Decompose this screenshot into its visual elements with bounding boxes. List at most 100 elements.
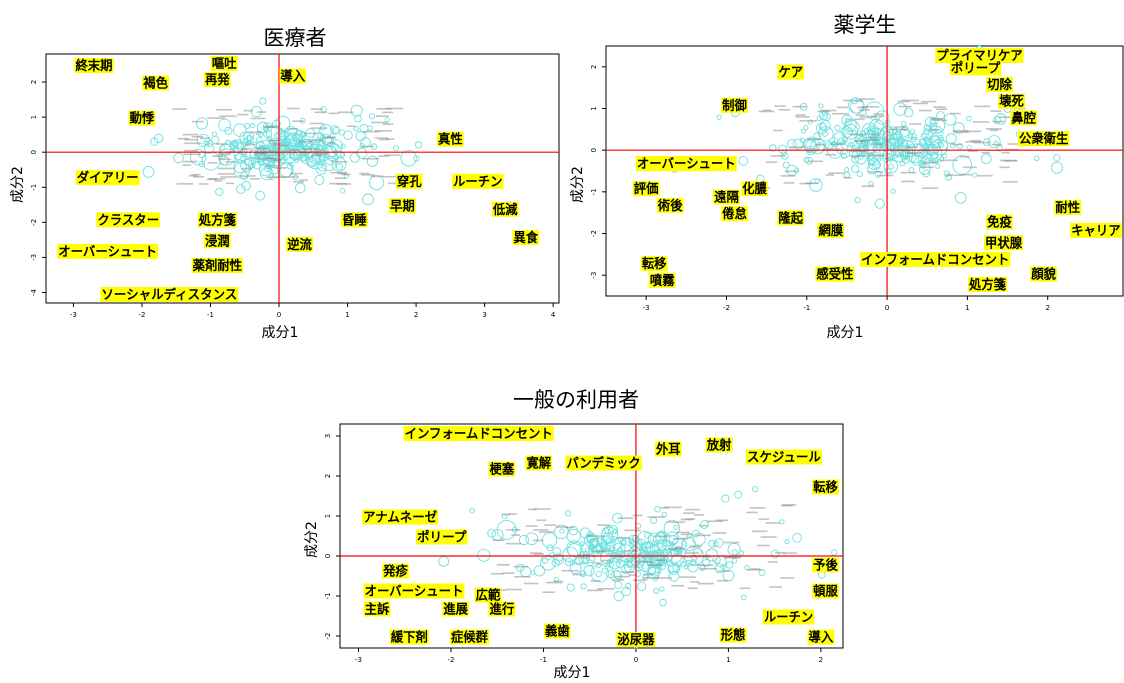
label-text: 異食 xyxy=(513,230,539,246)
label-background xyxy=(632,181,660,197)
bubble-mark xyxy=(551,558,561,568)
bubble-mark xyxy=(668,571,680,582)
bubble-mark xyxy=(232,141,238,148)
bubble-mark xyxy=(286,162,294,170)
bubble-mark xyxy=(469,507,475,514)
faint-word-mark xyxy=(774,105,786,107)
bubble-mark xyxy=(769,144,777,152)
x-axis-label: 成分1 xyxy=(261,325,299,341)
label-background xyxy=(442,601,469,617)
faint-word-mark xyxy=(191,135,204,138)
bubble-mark xyxy=(744,565,750,571)
x-tick-label: -1 xyxy=(207,311,214,319)
bubble-mark xyxy=(438,556,450,567)
faint-word-mark xyxy=(525,525,538,527)
label-background xyxy=(1070,222,1122,238)
label-text: 処方箋 xyxy=(968,277,1006,293)
faint-word-mark xyxy=(694,555,712,558)
faint-word-mark xyxy=(330,171,348,174)
bubble-mark xyxy=(552,553,565,565)
label-background xyxy=(389,629,429,645)
faint-word-mark xyxy=(674,547,684,549)
bubble-mark xyxy=(255,140,265,150)
bubble-mark xyxy=(885,152,894,162)
faint-word-mark xyxy=(963,166,977,169)
faint-word-mark xyxy=(289,149,299,152)
y-tick-label: -1 xyxy=(30,184,38,191)
bubble-mark xyxy=(928,125,944,141)
bubble-mark xyxy=(929,134,940,146)
faint-word-mark xyxy=(614,575,630,578)
faint-word-mark xyxy=(183,149,198,152)
bubble-mark xyxy=(809,178,823,192)
label-background xyxy=(389,198,416,214)
bubble-mark xyxy=(245,134,252,141)
bubble-mark xyxy=(956,143,963,150)
bubble-mark xyxy=(288,153,294,159)
bubble-mark xyxy=(716,114,722,120)
label-text: 網膜 xyxy=(819,223,844,239)
label-text: 甲状腺 xyxy=(985,235,1023,251)
bubble-mark xyxy=(244,122,251,130)
label-background xyxy=(203,233,231,249)
label-text: クラスター xyxy=(97,213,159,228)
label-text: 遠隔 xyxy=(714,190,739,206)
bubble-mark xyxy=(487,528,496,538)
bubble-mark xyxy=(362,193,374,206)
bubble-mark xyxy=(721,494,730,503)
bubble-mark xyxy=(866,130,880,144)
faint-word-mark xyxy=(600,559,612,562)
bubble-mark xyxy=(413,155,420,162)
faint-word-mark xyxy=(723,556,741,559)
faint-word-mark xyxy=(697,582,714,585)
bubble-mark xyxy=(792,138,804,150)
label-background xyxy=(96,212,161,228)
faint-word-mark xyxy=(249,131,262,134)
label-background xyxy=(721,206,748,222)
label-background xyxy=(635,156,737,172)
label-text: 隆起 xyxy=(778,210,804,226)
highlight-label: 薬剤耐性 xyxy=(191,257,244,274)
faint-word-mark xyxy=(900,171,917,174)
bubble-mark xyxy=(211,131,217,137)
bubble-mark xyxy=(993,140,999,146)
faint-word-mark xyxy=(208,177,226,180)
x-tick-label: 2 xyxy=(414,311,418,319)
bubble-mark xyxy=(546,544,554,552)
faint-word-mark xyxy=(286,107,300,110)
faint-word-mark xyxy=(695,534,712,537)
faint-word-mark xyxy=(265,176,280,179)
faint-word-mark xyxy=(383,175,397,178)
faint-word-mark xyxy=(690,581,700,583)
faint-word-mark xyxy=(905,152,922,154)
bubble-mark xyxy=(902,125,908,131)
faint-word-mark xyxy=(946,174,964,177)
x-tick-label: 2 xyxy=(1045,304,1049,312)
highlight-label: インフォームドコンセント xyxy=(403,426,554,442)
bubble-mark xyxy=(601,543,610,553)
faint-word-mark xyxy=(682,556,697,558)
highlight-label: 外耳 xyxy=(654,441,682,458)
faint-word-mark xyxy=(593,550,606,552)
faint-word-mark xyxy=(836,106,848,109)
label-text: 壊死 xyxy=(999,94,1024,110)
x-tick-label: -2 xyxy=(447,656,454,664)
faint-word-mark xyxy=(265,164,274,167)
label-text: ケア xyxy=(778,66,803,81)
faint-word-mark xyxy=(328,112,340,115)
faint-word-mark xyxy=(807,138,822,141)
highlight-label: 逆流 xyxy=(286,236,313,253)
label-text: 低減 xyxy=(492,202,518,218)
highlight-label: 寛解 xyxy=(525,455,553,472)
faint-word-mark xyxy=(783,182,795,184)
bubble-mark xyxy=(1033,155,1040,162)
label-background xyxy=(640,256,668,272)
bubble-mark xyxy=(586,531,594,538)
highlight-label: ポリープ xyxy=(949,60,1002,76)
bubble-mark xyxy=(645,540,660,555)
highlight-label: 免疫 xyxy=(986,214,1013,231)
label-background xyxy=(616,632,656,647)
faint-word-mark xyxy=(823,148,841,150)
bubble-mark xyxy=(779,519,785,525)
faint-word-mark xyxy=(765,522,781,524)
